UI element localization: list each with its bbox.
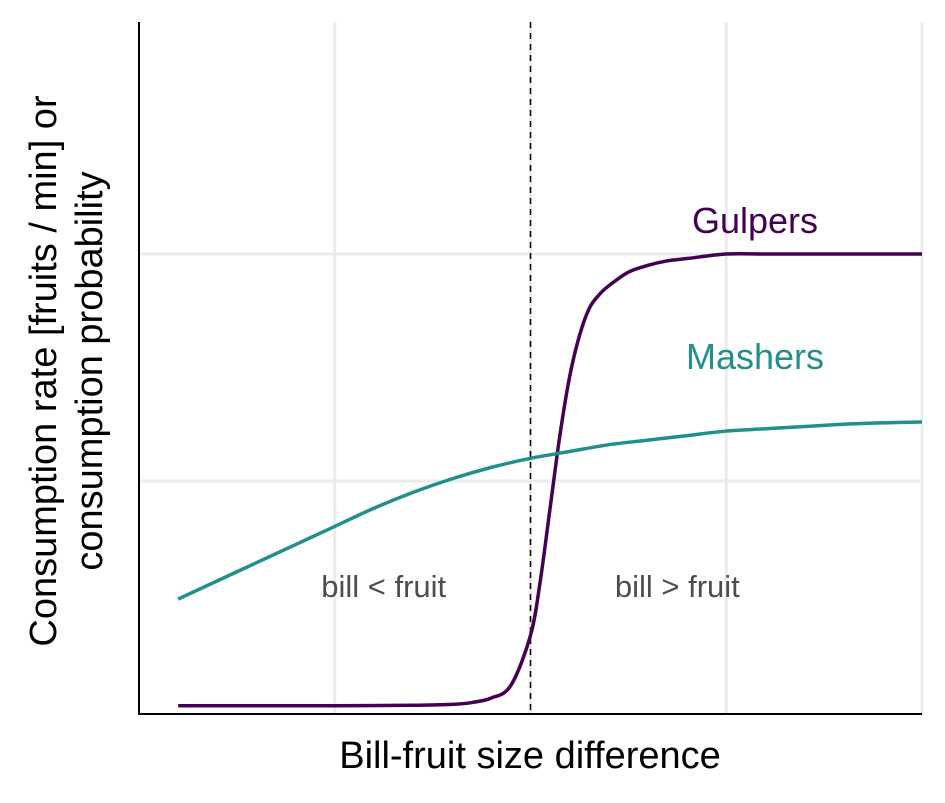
region-label-bill-greater-than-fruit: bill > fruit xyxy=(615,569,740,604)
x-axis-title: Bill-fruit size difference xyxy=(339,735,721,777)
annotation-layer: bill < fruit bill > fruit xyxy=(321,569,740,604)
series-layer: Gulpers Mashers xyxy=(177,200,923,708)
y-axis-title-line2: consumption probability xyxy=(69,171,111,570)
series-line-mashers xyxy=(177,420,923,601)
series-label-mashers: Mashers xyxy=(686,336,824,377)
series-label-gulpers: Gulpers xyxy=(692,200,818,241)
y-axis-title-line1: Consumption rate [fruits / min] or xyxy=(23,95,65,647)
region-label-bill-less-than-fruit: bill < fruit xyxy=(321,569,446,604)
y-axis-title: Consumption rate [fruits / min] or consu… xyxy=(23,95,111,647)
series-line-gulpers xyxy=(178,251,922,708)
